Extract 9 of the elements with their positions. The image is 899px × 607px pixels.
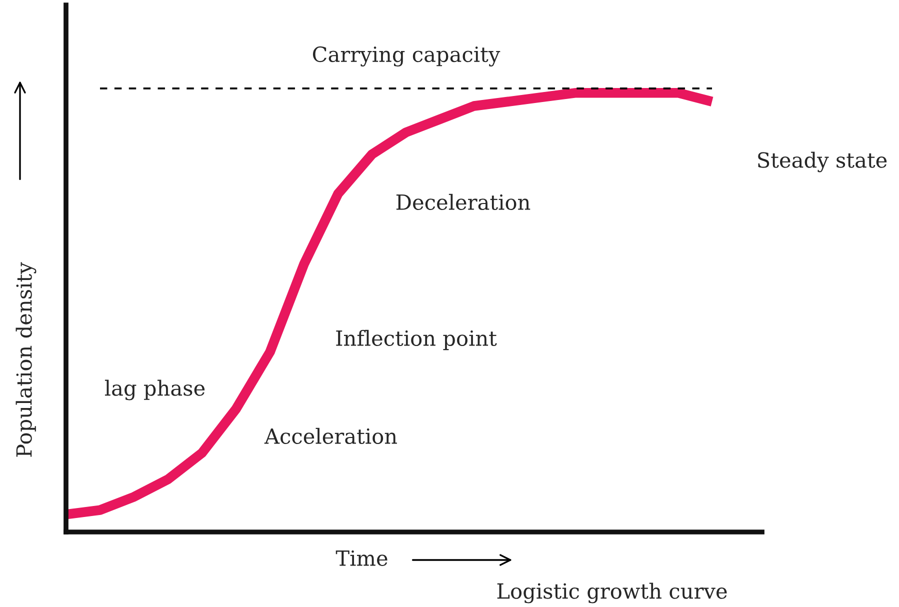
x-axis-title: Time xyxy=(336,550,388,566)
annotation: Acceleration xyxy=(264,428,397,444)
ref-line-label: Carrying capacity xyxy=(312,46,500,66)
annotation: Steady state xyxy=(758,152,887,172)
annotation: lag phase xyxy=(104,380,205,400)
y-axis-title: Population density xyxy=(16,262,36,457)
text: Logistic growth curve xyxy=(497,582,727,604)
annotation: Deceleration xyxy=(396,194,530,210)
annotation: Inflection point xyxy=(336,330,497,350)
